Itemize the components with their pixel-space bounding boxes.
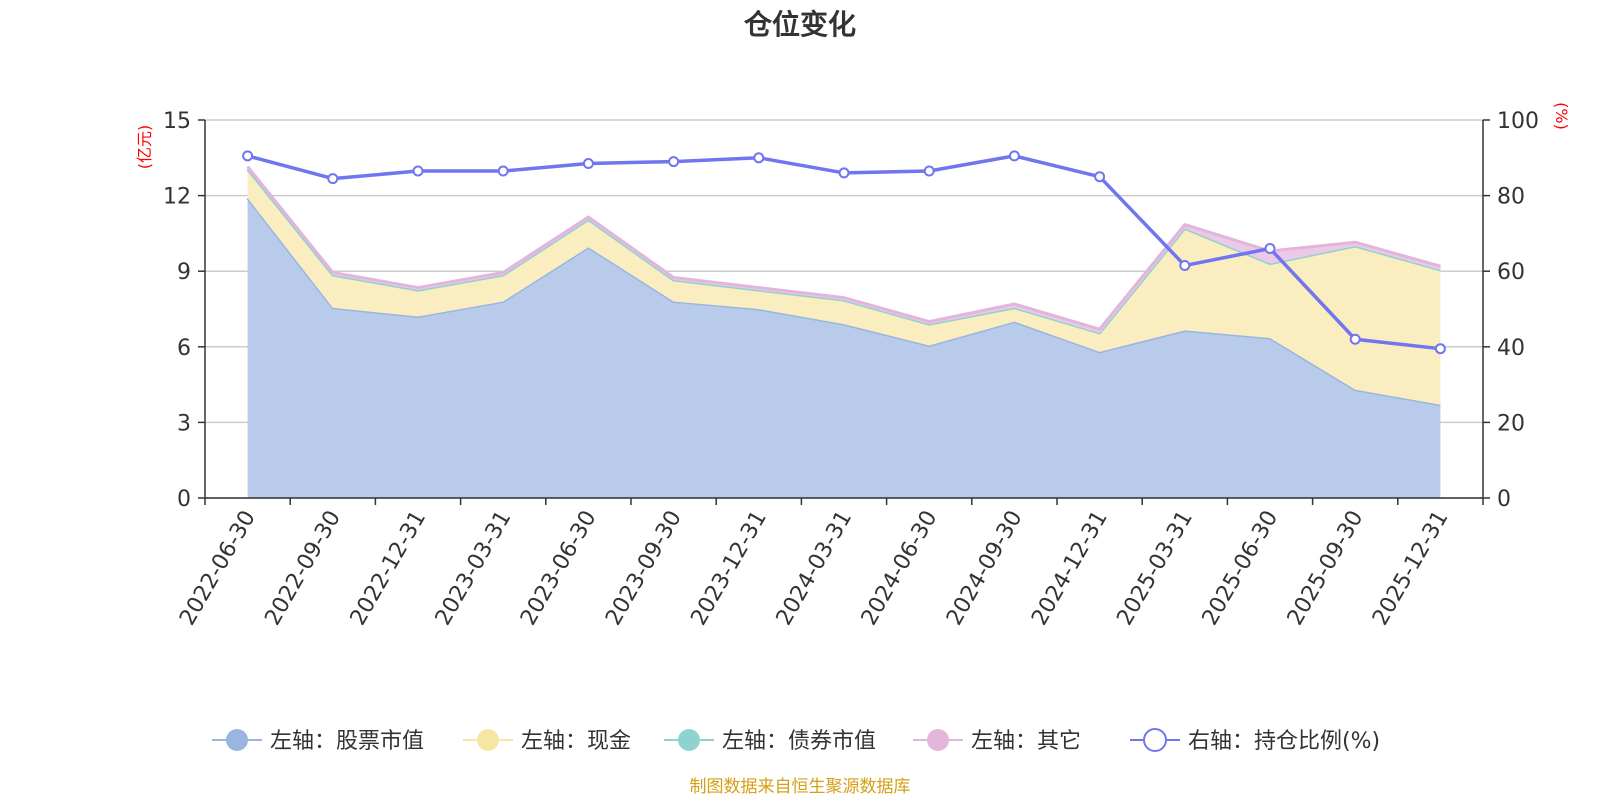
holding-ratio-point [327, 173, 339, 185]
holding-ratio-point [1434, 343, 1446, 355]
right-axis-tick-label: 20 [1497, 411, 1525, 436]
left-axis-tick-label: 9 [177, 260, 191, 285]
legend-marker [927, 729, 949, 751]
legend-label: 左轴：其它 [971, 729, 1081, 754]
legend-label: 右轴：持仓比例(%) [1188, 729, 1380, 754]
left-axis-tick-label: 15 [163, 109, 191, 134]
data-source-note: 制图数据来自恒生聚源数据库 [690, 777, 911, 797]
right-axis-tick-label: 60 [1497, 260, 1525, 285]
holding-ratio-point [412, 165, 424, 177]
right-axis-tick-label: 40 [1497, 336, 1525, 361]
legend-item[interactable]: 左轴：其它 [913, 729, 1081, 754]
x-axis-tick-label: 2023-03-31 [431, 507, 517, 630]
x-axis-tick-label: 2024-03-31 [772, 507, 858, 630]
area-edge-左轴：其它 [246, 165, 1441, 331]
legend-item[interactable]: 左轴：现金 [463, 729, 631, 754]
x-axis-tick-label: 2022-06-30 [175, 507, 261, 630]
right-axis-tick-label: 100 [1497, 109, 1539, 134]
holding-ratio-point [923, 165, 935, 177]
legend[interactable]: 左轴：股票市值 左轴：现金 左轴：债券市值 左轴：其它 右轴：持仓比例(%) [212, 728, 1380, 754]
holding-ratio-point [1349, 333, 1361, 345]
holding-ratio-point [1179, 260, 1191, 272]
legend-marker [678, 729, 700, 751]
x-axis-tick-label: 2023-12-31 [686, 507, 772, 630]
axes: 0 3 6 9 12 15 0 20 40 60 80 100 [163, 109, 1539, 512]
holding-ratio-point [582, 157, 594, 169]
x-axis-labels: 2022-06-30 2022-09-30 2022-12-31 2023-03-31… [175, 506, 1453, 629]
x-axis-tick-label: 2025-09-30 [1283, 507, 1369, 630]
chart-title: 仓位变化 [744, 8, 856, 41]
x-axis-tick-label: 2024-12-31 [1027, 507, 1113, 630]
legend-marker [477, 729, 499, 751]
right-axis-unit: (%) [1552, 102, 1571, 130]
left-axis-tick-label: 3 [177, 411, 191, 436]
x-axis-tick-label: 2024-06-30 [857, 506, 943, 629]
holding-ratio-point [1008, 150, 1020, 162]
area-左轴：其它 [247, 166, 1441, 333]
legend-item[interactable]: 右轴：持仓比例(%) [1130, 728, 1380, 754]
x-axis-tick-label: 2022-12-31 [346, 507, 432, 630]
left-axis-tick-label: 6 [177, 336, 191, 361]
holding-ratio-point [1264, 243, 1276, 255]
x-axis-tick-label: 2025-06-30 [1198, 507, 1284, 630]
area-左轴：现金 [247, 169, 1441, 405]
x-axis-tick-label: 2022-09-30 [260, 507, 346, 630]
legend-marker [1143, 728, 1167, 752]
holding-ratio-point [1094, 171, 1106, 183]
holding-ratio-point [753, 152, 765, 164]
left-axis-tick-label: 12 [163, 185, 191, 210]
x-axis-tick-label: 2025-12-31 [1368, 507, 1454, 630]
x-axis-tick-label: 2024-09-30 [942, 507, 1028, 630]
right-axis-tick-label: 0 [1497, 487, 1511, 512]
holding-ratio-point [497, 165, 509, 177]
holding-ratio-point [242, 150, 254, 162]
left-axis-tick-label: 0 [177, 487, 191, 512]
legend-label: 左轴：现金 [521, 729, 631, 754]
x-axis-tick-label: 2023-09-30 [601, 507, 687, 630]
legend-label: 左轴：债券市值 [722, 729, 876, 754]
holding-ratio-point [668, 156, 680, 168]
right-axis-tick-label: 80 [1497, 185, 1525, 210]
area-series-group [246, 165, 1441, 498]
area-左轴：股票市值 [247, 198, 1441, 498]
x-axis-tick-label: 2023-06-30 [516, 507, 602, 630]
legend-marker [226, 729, 248, 751]
legend-label: 左轴：股票市值 [270, 729, 424, 754]
left-axis-unit: (亿元) [135, 125, 154, 170]
x-axis-tick-label: 2025-03-31 [1112, 507, 1198, 630]
holding-ratio-point [838, 167, 850, 179]
legend-item[interactable]: 左轴：股票市值 [212, 729, 424, 754]
legend-item[interactable]: 左轴：债券市值 [664, 729, 876, 754]
holding-ratio-line-group [242, 150, 1446, 355]
